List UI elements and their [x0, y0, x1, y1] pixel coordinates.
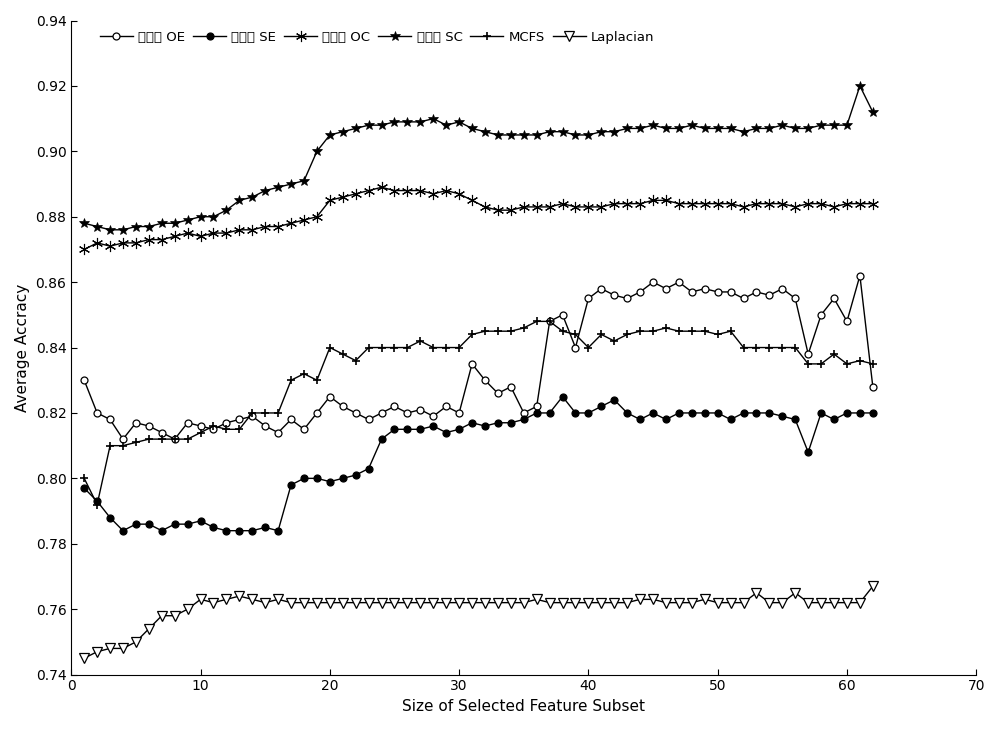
本发明 SC	[569, 130, 581, 139]
本发明 OC	[376, 183, 388, 192]
Laplacian	[78, 654, 90, 663]
本发明 OC	[285, 219, 297, 227]
Line: 本发明 OE: 本发明 OE	[81, 272, 876, 443]
本发明 OE	[776, 284, 788, 293]
本发明 OC	[233, 225, 245, 234]
Laplacian	[143, 625, 155, 634]
Line: 本发明 SE: 本发明 SE	[81, 393, 876, 534]
MCFS	[78, 474, 90, 483]
本发明 SC	[246, 192, 258, 201]
Laplacian	[233, 592, 245, 601]
MCFS	[789, 343, 801, 352]
MCFS	[479, 327, 491, 335]
本发明 OC	[78, 245, 90, 254]
本发明 OC	[867, 199, 879, 208]
MCFS	[582, 343, 594, 352]
MCFS	[246, 408, 258, 417]
本发明 OE	[298, 425, 310, 434]
本发明 SE	[479, 421, 491, 430]
本发明 SE	[557, 392, 569, 401]
本发明 SE	[117, 526, 129, 535]
本发明 SE	[789, 415, 801, 424]
本发明 SE	[582, 408, 594, 417]
本发明 OC	[569, 203, 581, 211]
Line: 本发明 OC: 本发明 OC	[79, 182, 878, 255]
本发明 SC	[854, 82, 866, 90]
Legend: 本发明 OE, 本发明 SE, 本发明 OC, 本发明 SC, MCFS, Laplacian: 本发明 OE, 本发明 SE, 本发明 OC, 本发明 SC, MCFS, La…	[96, 27, 659, 48]
本发明 OE	[117, 434, 129, 443]
本发明 OE	[479, 376, 491, 385]
本发明 SC	[78, 219, 90, 227]
MCFS	[298, 370, 310, 378]
本发明 OE	[569, 343, 581, 352]
Laplacian	[763, 599, 775, 607]
本发明 OE	[156, 428, 168, 437]
本发明 SE	[246, 526, 258, 535]
Y-axis label: Average Accracy: Average Accracy	[15, 284, 30, 412]
Laplacian	[854, 599, 866, 607]
本发明 OE	[854, 271, 866, 280]
Line: MCFS: MCFS	[80, 317, 877, 509]
Line: 本发明 SC: 本发明 SC	[79, 81, 878, 235]
MCFS	[156, 434, 168, 443]
MCFS	[91, 500, 103, 509]
本发明 SE	[78, 484, 90, 493]
Laplacian	[557, 599, 569, 607]
本发明 OC	[776, 199, 788, 208]
MCFS	[531, 317, 543, 326]
本发明 SC	[156, 219, 168, 227]
本发明 OE	[78, 376, 90, 385]
本发明 SC	[298, 176, 310, 185]
本发明 OE	[246, 412, 258, 421]
本发明 OC	[143, 235, 155, 244]
X-axis label: Size of Selected Feature Subset: Size of Selected Feature Subset	[402, 699, 645, 714]
本发明 SE	[867, 408, 879, 417]
本发明 SE	[298, 474, 310, 483]
本发明 SC	[776, 121, 788, 130]
Laplacian	[285, 599, 297, 607]
本发明 SC	[867, 108, 879, 117]
MCFS	[867, 359, 879, 368]
本发明 SE	[156, 526, 168, 535]
本发明 SC	[479, 128, 491, 136]
本发明 SC	[104, 225, 116, 234]
Laplacian	[867, 582, 879, 590]
本发明 OE	[867, 383, 879, 391]
Line: Laplacian: Laplacian	[79, 582, 878, 663]
本发明 OC	[479, 203, 491, 211]
